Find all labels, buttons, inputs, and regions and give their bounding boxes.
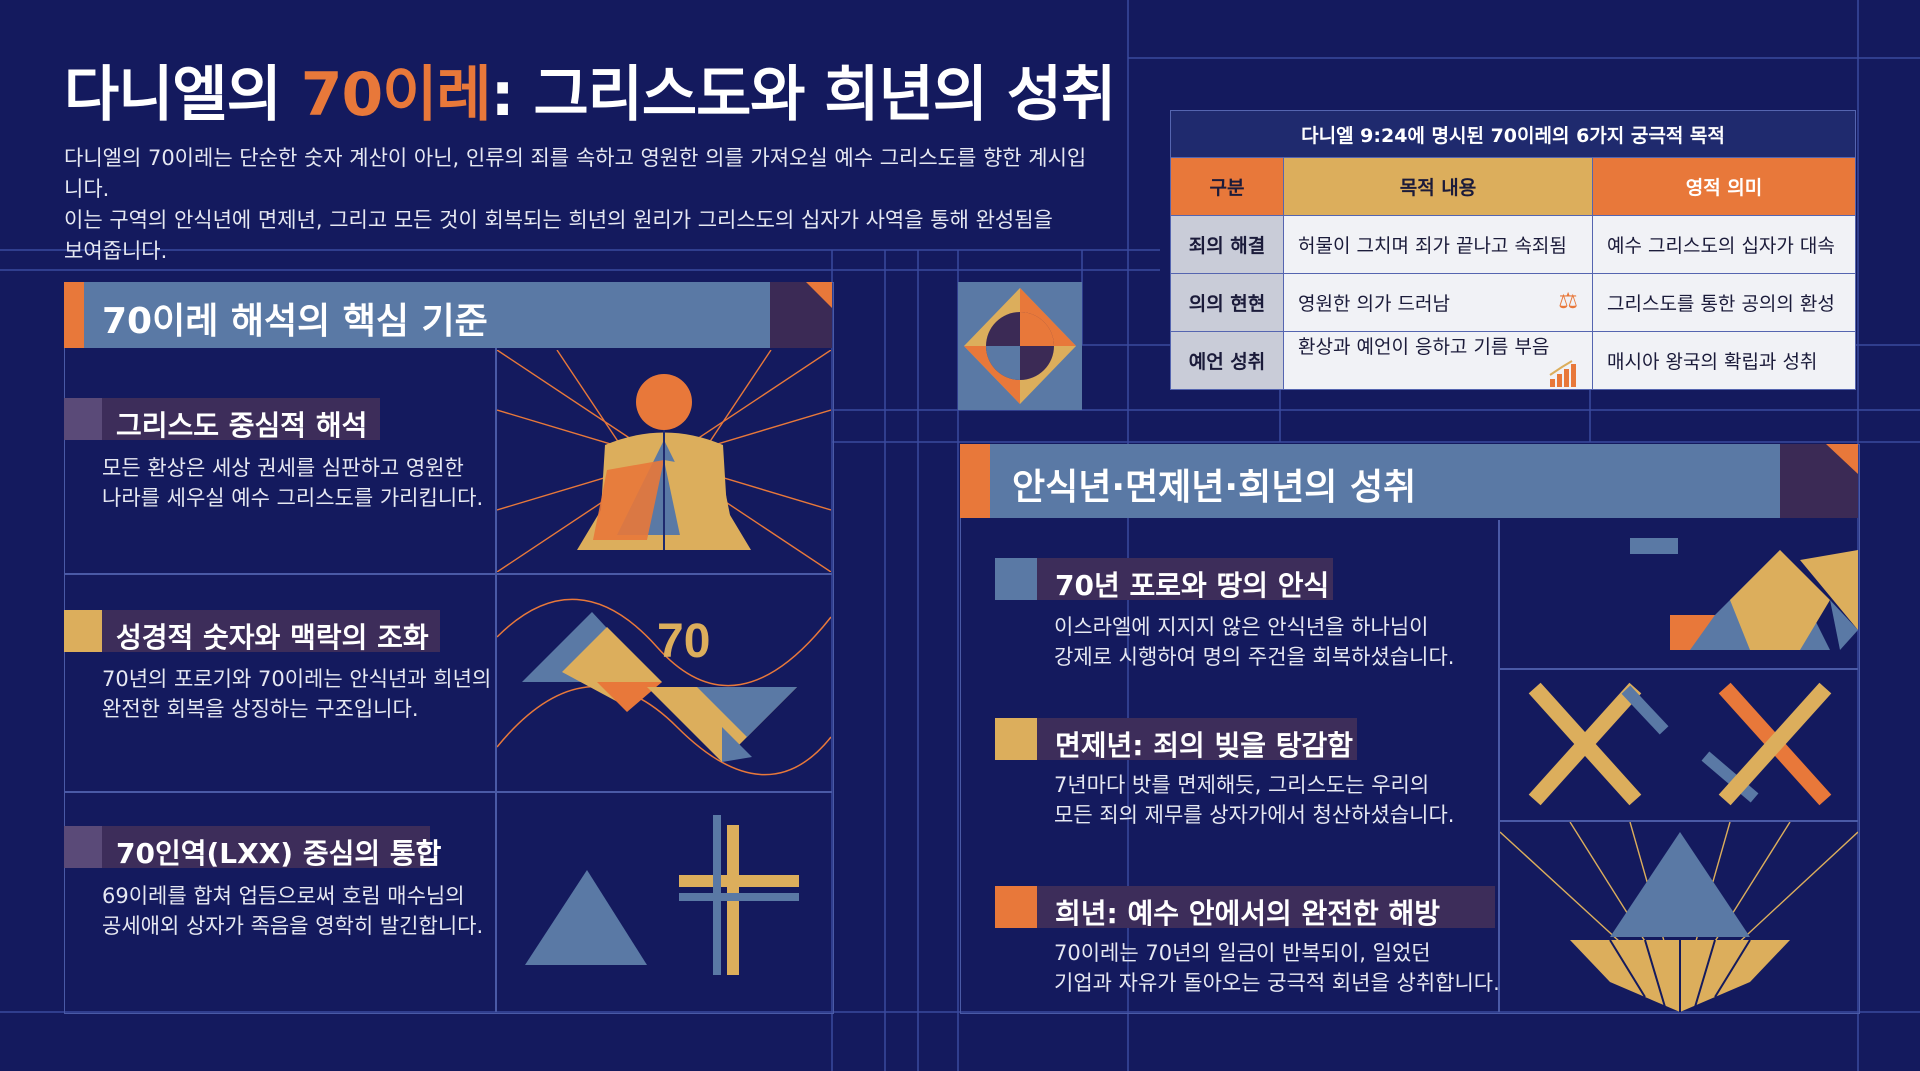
purpose-table: 다니엘 9:24에 명시된 70이레의 6가지 궁극적 목적 구분 목적 내용 …	[1170, 110, 1856, 390]
right-item-1-desc: 이스라엘에 지지지 않은 안식년을 하나님이 강제로 시행하여 명의 주건을 회…	[1054, 615, 1455, 669]
title-highlight: 70이레	[300, 60, 492, 130]
intro-line-1: 다니엘의 70이레는 단순한 숫자 계산이 아닌, 인류의 죄를 속하고 영원한…	[64, 146, 1087, 201]
table-row: 의의 현현 영원한 의가 드러남 ⚖ 그리스도를 통한 공의의 환성	[1170, 273, 1856, 332]
table-header-content: 목적 내용	[1283, 157, 1593, 216]
crossed-debts-illustration	[1528, 682, 1832, 806]
item-marker	[995, 718, 1037, 760]
land-rest-illustration	[1630, 538, 1858, 650]
triangle-cross-illustration	[525, 815, 799, 975]
intro-text: 다니엘의 70이레는 단순한 숫자 계산이 아닌, 인류의 죄를 속하고 영원한…	[64, 143, 1104, 267]
table-caption: 다니엘 9:24에 명시된 70이레의 6가지 궁극적 목적	[1170, 110, 1856, 158]
table-row: 예언 성취 환상과 예언이 응하고 기름 부음 매시아 왕국의 확립과 성취	[1170, 331, 1856, 390]
wave-triangles-illustration: 70	[497, 598, 831, 776]
item-marker	[64, 398, 102, 440]
left-item-3-desc: 69이레를 합쳐 업듬으로써 호림 매수님의 공세애외 상자가 족음을 영학히 …	[102, 884, 484, 938]
page-title: 다니엘의 70이레: 그리스도와 희년의 성취	[64, 60, 1116, 130]
left-item-3-header: 70인역(LXX) 중심의 통합	[64, 826, 441, 870]
item-marker	[995, 558, 1037, 600]
table-row: 죄의 해결 허물이 그치며 죄가 끝나고 속죄됨 예수 그리스도의 십자가 대속	[1170, 215, 1856, 274]
right-item-2-desc: 7년마다 밧를 면제해듯, 그리스도는 우리의 모든 죄의 제무를 상자가에서 …	[1054, 773, 1455, 827]
right-item-1-header: 70년 포로와 땅의 안식	[995, 558, 1333, 602]
right-item-3-header: 희년: 예수 안에서의 완전한 해방	[995, 886, 1495, 930]
figure-number: 70	[657, 615, 710, 668]
left-item-1-desc: 모든 환상은 세상 권세를 심판하고 영원한 나라를 세우실 예수 그리스도를 …	[102, 456, 484, 510]
left-item-2-header: 성경적 숫자와 맥락의 조화	[64, 610, 440, 654]
item-marker	[64, 826, 102, 868]
intro-line-2: 이는 구역의 안식년에 면제년, 그리고 모든 것이 회복되는 희년의 원리가 …	[64, 208, 1053, 232]
left-item-1-header: 그리스도 중심적 해석	[64, 398, 380, 442]
jubilee-prism-illustration	[1500, 822, 1858, 1012]
left-section-title: 70이레 해석의 핵심 기준	[102, 301, 488, 342]
item-marker	[64, 610, 102, 652]
right-item-2-header: 면제년: 죄의 빚을 탕감함	[995, 718, 1357, 762]
table-header-meaning: 영적 의미	[1592, 157, 1856, 216]
right-item-3-desc: 70이레는 70년의 일금이 반복되이, 일었던 기업과 자유가 돌아오는 궁극…	[1054, 941, 1500, 995]
scales-icon: ⚖	[1558, 289, 1578, 314]
left-item-2-desc: 70년의 포로기와 70이레는 안식년과 희년의 완전한 회복을 상징하는 구조…	[102, 667, 492, 721]
right-section-header: 안식년·면제년·희년의 성취	[960, 444, 1858, 518]
christ-figure-illustration	[497, 350, 831, 572]
table-header-category: 구분	[1170, 157, 1284, 216]
left-section-header: 70이레 해석의 핵심 기준	[64, 282, 832, 348]
item-marker	[995, 886, 1037, 928]
intro-line-3: 보여줍니다.	[64, 239, 168, 263]
diamond-ornament	[958, 282, 1082, 410]
right-section-title: 안식년·면제년·희년의 성취	[1012, 467, 1417, 508]
growth-chart-icon	[1549, 360, 1576, 387]
